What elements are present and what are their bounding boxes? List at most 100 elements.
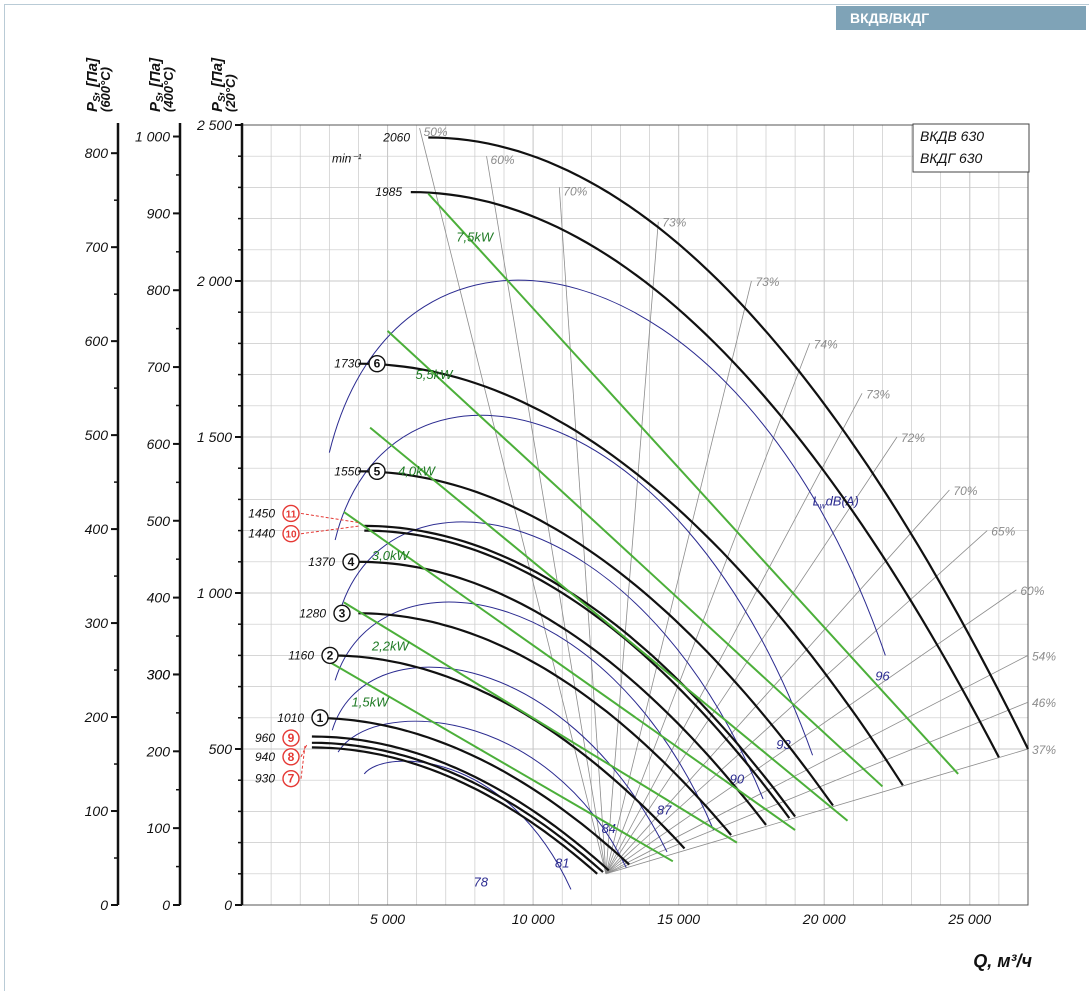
y-tick-label: 600 <box>85 333 109 349</box>
x-tick-label: 5 000 <box>370 911 405 927</box>
fan-curve <box>311 741 604 873</box>
fan-curve <box>364 529 791 819</box>
efficiency-label: 72% <box>901 431 925 445</box>
x-axis-label: Q, м³/ч <box>973 951 1032 971</box>
fan-curve <box>358 470 834 807</box>
efficiency-ray <box>605 436 898 875</box>
efficiency-ray <box>605 655 1029 875</box>
efficiency-label: 73% <box>755 275 779 289</box>
rpm-label: 1010 <box>277 711 304 725</box>
efficiency-label: 60% <box>491 153 515 167</box>
noise-label: 96 <box>875 668 890 683</box>
fan-curve <box>311 716 630 866</box>
noise-curve <box>363 760 572 890</box>
noise-label: 81 <box>555 856 569 871</box>
y-tick-label: 900 <box>147 205 171 221</box>
fan-curve <box>311 746 598 875</box>
red-pointer <box>300 745 306 779</box>
y-tick-label: 1 500 <box>197 429 232 445</box>
power-line <box>343 601 738 844</box>
efficiency-label: 50% <box>424 125 448 139</box>
y-axis <box>173 123 182 906</box>
power-label: 4,0kW <box>398 464 437 479</box>
rpm-label: 1550 <box>334 464 361 478</box>
noise-axis-label: LwdB(A) <box>813 494 859 511</box>
rpm-marker: 3 <box>339 606 346 620</box>
noise-label: 84 <box>602 821 616 836</box>
rpm-marker-circle <box>368 462 386 481</box>
fan-curve <box>358 362 904 786</box>
efficiency-ray <box>605 530 988 875</box>
x-tick-label: 20 000 <box>802 911 846 927</box>
rpm-marker-circle <box>368 354 386 373</box>
rpm-marker: 2 <box>327 648 334 662</box>
y-tick-label: 700 <box>85 239 109 255</box>
efficiency-label: 54% <box>1032 649 1056 663</box>
efficiency-label: 65% <box>991 525 1015 539</box>
rpm-marker-circle <box>282 729 300 747</box>
noise-curve <box>328 279 886 656</box>
y-tick-label: 0 <box>224 897 232 913</box>
y-tick-label: 300 <box>147 666 171 682</box>
rpm-marker: 7 <box>288 772 295 786</box>
rpm-marker-circle <box>342 553 360 571</box>
efficiency-label: 73% <box>866 387 890 401</box>
power-line <box>323 657 674 863</box>
y-tick-label: 500 <box>85 427 109 443</box>
power-lines <box>323 192 959 863</box>
y-tick-label: 400 <box>147 590 171 606</box>
rpm-marker: 6 <box>374 357 381 371</box>
y-tick-label: 500 <box>209 741 233 757</box>
y-tick-label: 2 000 <box>196 273 232 289</box>
efficiency-ray <box>605 489 950 875</box>
noise-label: 90 <box>730 771 745 786</box>
y-tick-label: 2 500 <box>196 117 232 133</box>
efficiency-ray <box>605 343 811 874</box>
chart-title-line: ВКДГ 630 <box>920 150 983 166</box>
rpm-unit-label: min⁻¹ <box>332 151 362 165</box>
power-label: 2,2kW <box>371 638 411 653</box>
power-label: 7,5kW <box>456 230 495 245</box>
fan-curve <box>428 136 1029 750</box>
efficiency-label: 70% <box>953 484 977 498</box>
efficiency-label: 73% <box>662 216 686 230</box>
rpm-marker: 8 <box>288 750 295 764</box>
x-tick-label: 25 000 <box>947 911 991 927</box>
series-tag: ВКДВ/ВКДГ <box>836 6 1086 30</box>
noise-curve <box>337 720 627 868</box>
y-tick-label: 700 <box>147 359 171 375</box>
efficiency-ray <box>486 156 607 874</box>
rpm-label: 960 <box>255 731 275 745</box>
y-tick-label: 0 <box>100 897 108 913</box>
y-tick-label: 1 000 <box>135 129 170 145</box>
x-tick-label: 10 000 <box>512 911 555 927</box>
power-label: 3,0kW <box>372 548 411 563</box>
efficiency-label: 60% <box>1020 584 1044 598</box>
rpm-label: 1160 <box>288 648 314 662</box>
fan-curve <box>364 524 796 818</box>
page-frame <box>4 4 1089 991</box>
y-tick-label: 300 <box>147 666 171 682</box>
rpm-label: 1440 <box>248 527 275 541</box>
efficiency-label: 46% <box>1032 696 1056 710</box>
y-tick-label: 200 <box>146 743 171 759</box>
rpm-label: 1370 <box>308 555 335 569</box>
y-tick-label: 800 <box>147 282 171 298</box>
red-pointer <box>300 744 308 758</box>
rpm-marker: 4 <box>348 555 355 569</box>
efficiency-label: 37% <box>1032 743 1056 757</box>
rpm-marker-circle <box>282 504 300 523</box>
power-line <box>386 330 884 788</box>
red-pointer <box>300 525 361 535</box>
noise-curve <box>337 521 764 800</box>
y-tick-label: 400 <box>85 521 109 537</box>
title-box <box>912 123 1030 173</box>
noise-curve <box>331 666 668 853</box>
rpm-marker-circle <box>321 646 339 665</box>
rpm-label: 940 <box>255 750 275 764</box>
efficiency-ray <box>605 748 1029 875</box>
rpm-marker: 9 <box>288 731 295 745</box>
rpm-label: 1280 <box>299 606 326 620</box>
power-line <box>369 426 849 822</box>
rpm-marker-circle <box>282 748 300 766</box>
